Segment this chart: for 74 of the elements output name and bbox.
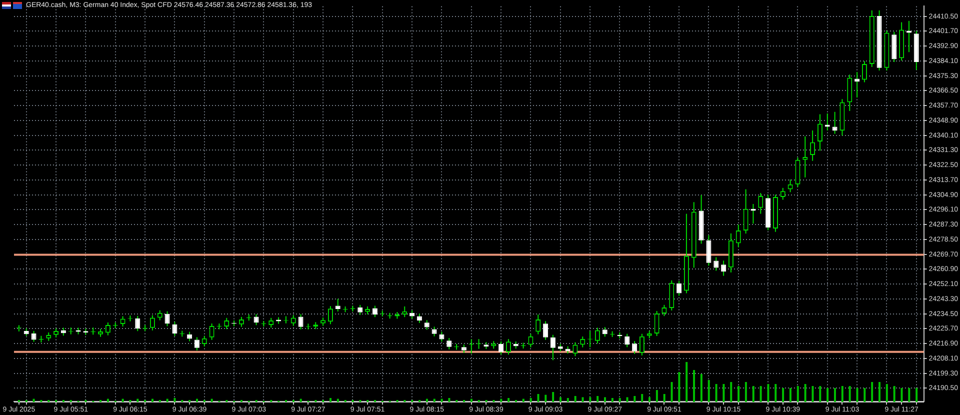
bar	[136, 398, 139, 402]
bar	[559, 396, 562, 402]
bar	[752, 386, 754, 402]
bar	[151, 398, 154, 402]
bar	[789, 388, 792, 402]
bar	[500, 398, 502, 402]
bar	[804, 384, 806, 402]
bar	[440, 398, 443, 402]
bar	[589, 396, 592, 402]
bar	[174, 398, 176, 402]
bar	[744, 382, 747, 402]
bar	[693, 370, 696, 402]
bar	[544, 394, 547, 402]
bar	[210, 398, 213, 402]
bar	[878, 382, 880, 402]
bar	[678, 372, 680, 402]
bar	[470, 398, 472, 402]
bar	[908, 388, 910, 402]
bar	[893, 386, 896, 402]
bar	[886, 384, 888, 402]
bar	[166, 398, 168, 402]
bar	[715, 384, 718, 402]
bar	[426, 398, 428, 402]
bar	[566, 398, 569, 402]
bar	[530, 398, 532, 402]
bar	[819, 386, 822, 402]
bar	[508, 398, 510, 402]
bar	[582, 396, 584, 402]
bar	[774, 384, 777, 402]
bar	[722, 384, 725, 402]
bar	[782, 388, 784, 402]
bar	[760, 386, 762, 402]
bar	[433, 398, 436, 402]
bar	[626, 396, 628, 402]
bar	[330, 398, 332, 402]
bar	[812, 386, 814, 402]
bar	[106, 398, 109, 402]
bar	[864, 388, 866, 402]
bar	[826, 388, 829, 402]
bar	[871, 382, 874, 402]
bar	[634, 396, 636, 402]
bar	[738, 386, 740, 402]
bar	[834, 388, 836, 402]
bar	[522, 398, 524, 402]
bar	[648, 396, 651, 402]
bar	[604, 396, 606, 402]
bar	[708, 380, 710, 402]
bar	[537, 394, 540, 402]
bar	[730, 382, 732, 402]
bar	[656, 390, 658, 402]
bar	[856, 388, 858, 402]
bar	[32, 398, 35, 402]
bar	[900, 388, 903, 402]
candlestick	[802, 136, 808, 178]
bar	[686, 362, 688, 402]
bar	[196, 398, 198, 402]
bar	[300, 398, 302, 402]
bar	[841, 386, 844, 402]
bar	[916, 388, 918, 402]
bar	[448, 398, 450, 402]
bar	[596, 396, 599, 402]
bar	[663, 394, 666, 402]
bar	[767, 384, 770, 402]
bar	[618, 398, 621, 402]
bar	[122, 398, 124, 402]
bar	[700, 374, 702, 402]
bar	[611, 398, 614, 402]
bar	[670, 382, 673, 402]
bar	[796, 386, 799, 402]
bar	[336, 398, 339, 402]
bar	[552, 392, 554, 402]
bar	[574, 396, 576, 402]
bar	[848, 386, 851, 402]
bar	[641, 394, 644, 402]
